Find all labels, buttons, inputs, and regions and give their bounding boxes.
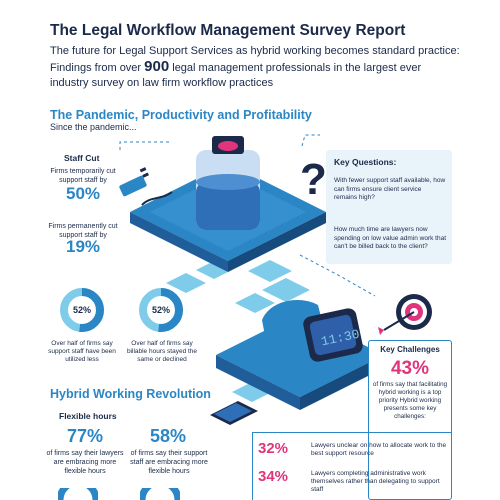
donut-billable-label: 52% <box>152 305 170 315</box>
key-challenges-heading: Key Challenges <box>380 345 440 354</box>
donut-billable: 52% <box>138 287 184 333</box>
lawyers-flex-desc: of firms say their lawyers are embracing… <box>46 450 124 475</box>
donut-partial-1 <box>58 488 98 500</box>
donut-partial-2 <box>140 488 180 500</box>
staff-cut-permanent-desc: Firms permanently cut support staff by <box>48 223 118 239</box>
page-title: The Legal Workflow Management Survey Rep… <box>50 22 406 39</box>
key-challenges-desc: of firms say that facilitating hybrid wo… <box>372 381 448 420</box>
intro-text: The future for Legal Support Services as… <box>50 44 460 91</box>
support-flex-value: 58% <box>149 426 187 446</box>
key-question-2: How much time are lawyers now spending o… <box>334 226 447 250</box>
staff-cut-temporary-value: 50% <box>65 184 101 203</box>
challenge-1-value: 32% <box>258 440 289 457</box>
jar-icon <box>196 136 260 230</box>
section-heading-hybrid: Hybrid Working Revolution <box>50 387 211 401</box>
donut-utilized-desc: Over half of firms say support staff hav… <box>48 340 116 363</box>
flexible-hours-heading: Flexible hours <box>59 411 117 421</box>
key-questions-heading: Key Questions: <box>334 157 397 167</box>
key-questions-box <box>326 150 452 264</box>
svg-text:?: ? <box>300 155 327 204</box>
donut-utilized-label: 52% <box>73 305 91 315</box>
challenge-2-text: Lawyers completing administrative work t… <box>311 470 440 493</box>
lawyers-flex-value: 77% <box>66 426 104 446</box>
intro-before: The future for Legal Support Services as… <box>50 45 460 74</box>
donut-utilized-chart: 52% <box>60 288 104 332</box>
section-heading-pandemic: The Pandemic, Productivity and Profitabi… <box>50 108 312 122</box>
challenge-2-value: 34% <box>258 468 289 485</box>
support-flex-desc: of firms say their support staff are emb… <box>130 450 208 475</box>
smartwatch-icon <box>262 300 363 362</box>
key-challenges-box <box>368 340 452 500</box>
staff-cut-permanent-value: 19% <box>65 237 101 256</box>
target-icon <box>378 294 432 335</box>
staff-cut-temporary-desc: Firms temporarily cut support staff by <box>50 168 116 184</box>
intro-number: 900 <box>144 58 170 75</box>
question-mark-icon: ? <box>300 155 327 204</box>
challenges-list-box <box>252 432 452 500</box>
donut-billable-chart: 52% <box>139 288 183 332</box>
donut-utilized: 52% <box>59 287 105 333</box>
device-icon <box>210 401 258 425</box>
key-question-1: With fewer support staff available, how … <box>334 177 446 201</box>
key-challenges-value: 43% <box>390 358 430 379</box>
challenge-1-text: Lawyers unclear on how to allocate work … <box>311 442 447 457</box>
donut-billable-desc: Over half of firms say billable hours st… <box>126 340 198 363</box>
plug-icon <box>119 167 173 206</box>
connector-lines <box>119 134 376 297</box>
intro-after: legal management professionals in the la… <box>50 62 422 89</box>
section-subheading-pandemic: Since the pandemic... <box>50 122 137 132</box>
staff-cut-heading: Staff Cut <box>64 153 100 163</box>
